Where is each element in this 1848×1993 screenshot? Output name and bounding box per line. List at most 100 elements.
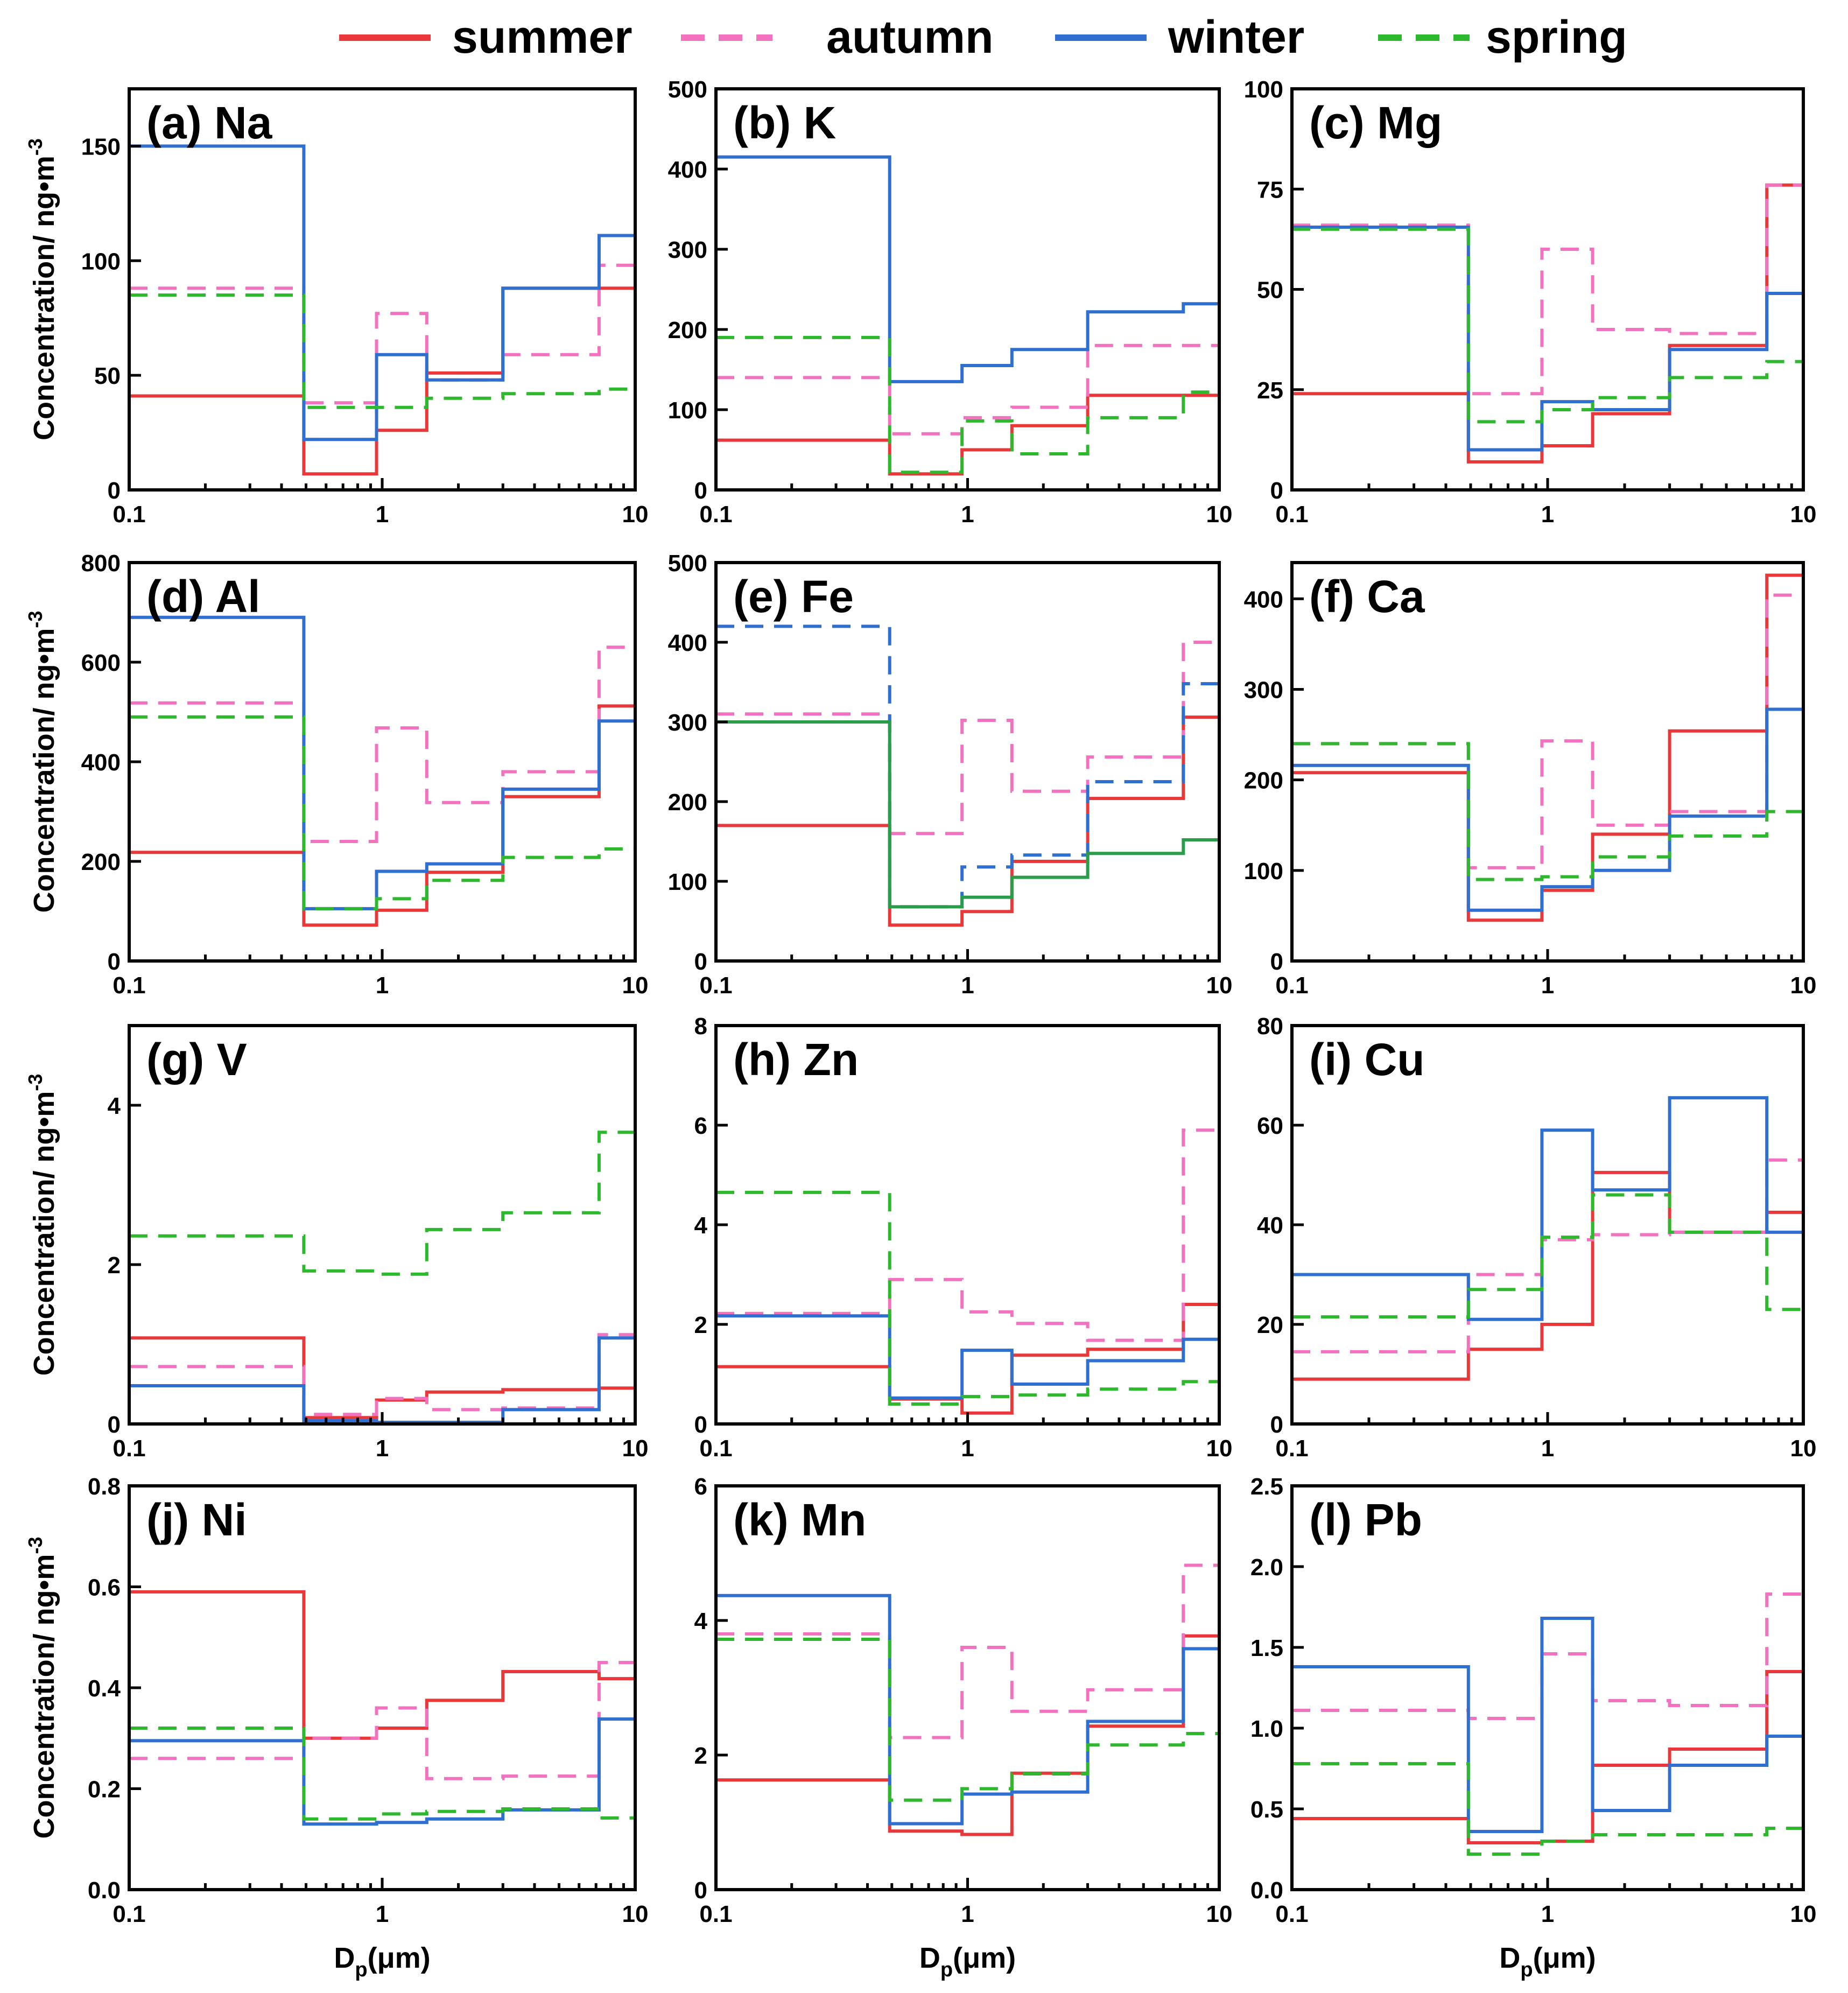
panel-7: 0.1 1 10 0 2 4 6 8 (h) Zn xyxy=(694,1013,1233,1462)
panel-title: (j) Ni xyxy=(146,1494,247,1545)
x-tick-label: 1 xyxy=(961,972,974,999)
x-tick-label: 0.1 xyxy=(113,501,145,528)
x-tick-label: 1 xyxy=(1541,1435,1554,1462)
series-line-spring xyxy=(1292,1762,1803,1856)
y-tick-label: 6 xyxy=(694,1473,707,1500)
x-tick-label: 0.1 xyxy=(113,1435,145,1462)
x-tick-label: 0.1 xyxy=(699,501,732,528)
y-tick-label: 500 xyxy=(668,550,707,577)
x-tick-label: 0.1 xyxy=(113,1901,145,1927)
x-tick-label: 10 xyxy=(1206,1435,1233,1462)
x-tick-label: 0.1 xyxy=(1275,1435,1308,1462)
y-axis-title-superscript: -3 xyxy=(24,1537,46,1554)
y-tick-label: 100 xyxy=(1244,76,1283,103)
panel-title: (f) Ca xyxy=(1309,571,1425,622)
y-tick-label: 400 xyxy=(668,630,707,656)
x-axis-title-rest: (μm) xyxy=(368,1942,431,1974)
y-tick-label: 0 xyxy=(694,1412,707,1438)
x-axis-title: Dp(μm) xyxy=(334,1942,430,1981)
y-tick-label: 60 xyxy=(1257,1113,1283,1139)
x-tick-label: 10 xyxy=(1790,501,1817,528)
x-tick-label: 0.1 xyxy=(699,1435,732,1462)
legend-label-autumn: autumn xyxy=(826,11,994,63)
y-tick-label: 200 xyxy=(81,849,121,875)
x-tick-label: 10 xyxy=(1206,1901,1233,1927)
panel-title: (i) Cu xyxy=(1309,1034,1425,1085)
y-tick-label: 0.6 xyxy=(88,1575,121,1601)
panel-title: (c) Mg xyxy=(1309,97,1442,148)
y-tick-label: 0 xyxy=(694,949,707,975)
y-tick-label: 0.8 xyxy=(88,1473,121,1500)
legend-label-summer: summer xyxy=(452,11,633,63)
x-tick-label: 10 xyxy=(622,501,649,528)
y-tick-label: 1.0 xyxy=(1250,1716,1283,1742)
y-tick-label: 0 xyxy=(1270,1412,1283,1438)
y-axis-title-superscript: -3 xyxy=(24,611,46,628)
panel-10: 0.1 1 10 0 2 4 6 (k) Mn Dp(μm) xyxy=(694,1473,1233,1981)
series-line-autumn xyxy=(716,1128,1219,1342)
x-tick-label: 0.1 xyxy=(699,972,732,999)
y-tick-label: 100 xyxy=(668,397,707,424)
x-tick-label: 0.1 xyxy=(1275,1901,1308,1927)
panel-9: 0.1 1 10 0.0 0.2 0.4 0.6 0.8 (j) Ni Concentration… xyxy=(24,1473,648,1981)
x-axis-title-subscript: p xyxy=(1520,1959,1533,1981)
series-line-spring xyxy=(716,335,1219,474)
x-axis-title-rest: (μm) xyxy=(1533,1942,1596,1974)
y-tick-label: 0 xyxy=(108,949,121,975)
x-tick-label: 1 xyxy=(1541,1901,1554,1927)
x-tick-label: 10 xyxy=(1790,1901,1817,1927)
x-tick-label: 0.1 xyxy=(1275,972,1308,999)
series-line-spring xyxy=(129,293,635,409)
y-tick-label: 150 xyxy=(81,134,121,160)
x-axis-title: Dp(μm) xyxy=(1499,1942,1596,1981)
y-tick-label: 4 xyxy=(694,1608,708,1634)
y-tick-label: 300 xyxy=(1244,677,1283,703)
x-tick-label: 1 xyxy=(961,501,974,528)
panel-title: (e) Fe xyxy=(733,571,854,622)
series-line-spring xyxy=(129,715,635,910)
y-tick-label: 25 xyxy=(1257,377,1283,404)
x-tick-label: 1 xyxy=(1541,501,1554,528)
panel-title: (d) Al xyxy=(146,571,260,622)
y-axis-title: Concentration/ ng•m-3 xyxy=(24,611,60,913)
y-tick-label: 50 xyxy=(94,363,121,389)
panel-3: 0.1 1 10 0 200 400 600 800 (d) Al Concentration/ … xyxy=(24,550,648,999)
y-tick-label: 0.0 xyxy=(88,1877,121,1904)
y-tick-label: 0.0 xyxy=(1250,1877,1283,1904)
series-line-spring xyxy=(1292,1193,1803,1319)
y-tick-label: 300 xyxy=(668,710,707,736)
y-tick-label: 200 xyxy=(668,317,707,343)
x-tick-label: 1 xyxy=(961,1901,974,1927)
x-axis-title-main: D xyxy=(334,1942,355,1974)
y-tick-label: 0 xyxy=(1270,478,1283,504)
y-tick-label: 600 xyxy=(81,650,121,676)
y-tick-label: 300 xyxy=(668,237,707,263)
series-line-winter xyxy=(129,615,635,910)
y-tick-label: 400 xyxy=(1244,586,1283,613)
x-tick-label: 10 xyxy=(1790,1435,1817,1462)
y-tick-label: 2.5 xyxy=(1250,1473,1283,1500)
x-axis-title-main: D xyxy=(919,1942,940,1974)
series-line-spring xyxy=(716,720,1219,909)
x-tick-label: 10 xyxy=(622,1435,649,1462)
y-tick-label: 100 xyxy=(81,248,121,275)
x-tick-label: 10 xyxy=(1206,972,1233,999)
x-axis-title-rest: (μm) xyxy=(953,1942,1016,1974)
x-tick-label: 0.1 xyxy=(699,1901,732,1927)
y-tick-label: 200 xyxy=(668,789,707,816)
legend-label-winter: winter xyxy=(1168,11,1304,63)
y-tick-label: 400 xyxy=(668,157,707,183)
panel-title: (l) Pb xyxy=(1309,1494,1422,1545)
y-tick-label: 0 xyxy=(694,1877,707,1904)
x-tick-label: 0.1 xyxy=(113,972,145,999)
y-tick-label: 100 xyxy=(1244,858,1283,885)
y-tick-label: 1.5 xyxy=(1250,1635,1283,1661)
y-tick-label: 4 xyxy=(108,1093,121,1119)
x-axis-title-subscript: p xyxy=(940,1959,953,1981)
panel-title: (h) Zn xyxy=(733,1034,859,1085)
series-line-winter xyxy=(1292,707,1803,912)
